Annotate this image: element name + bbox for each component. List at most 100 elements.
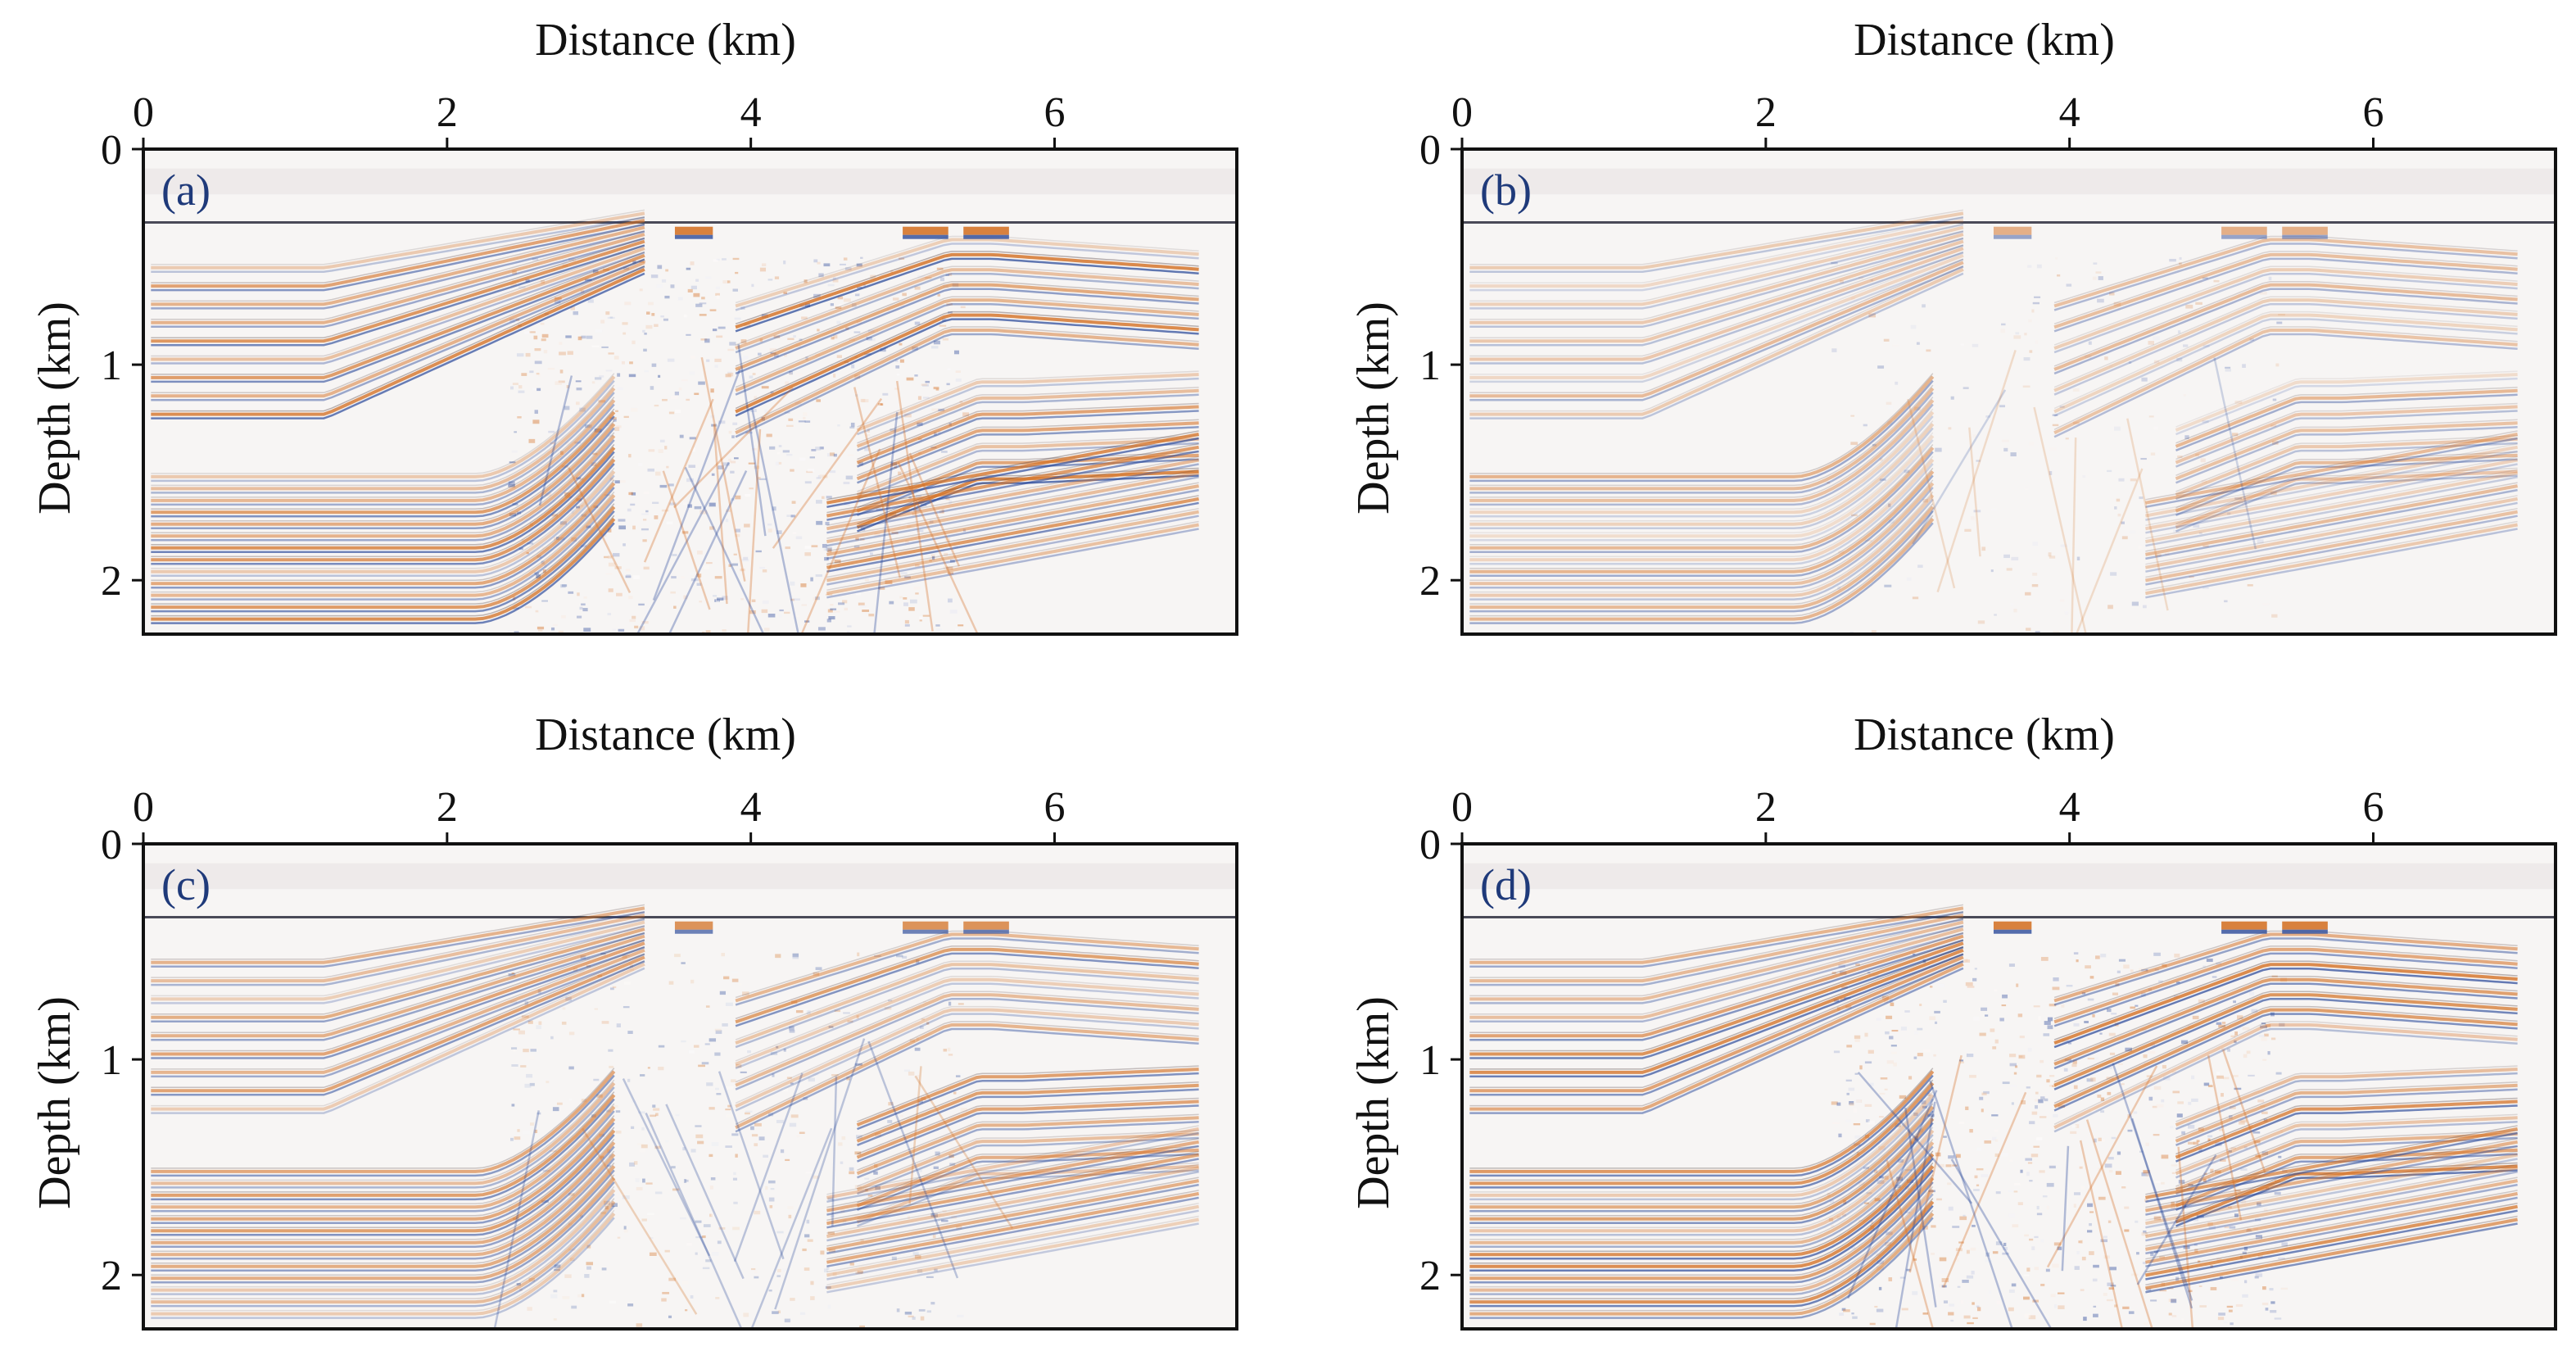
reflector-edge xyxy=(1469,1186,1934,1288)
noise-speck xyxy=(2151,1075,2157,1078)
noise-speck xyxy=(2234,401,2243,404)
salt-top-highlight xyxy=(963,226,1009,235)
diffraction-event xyxy=(853,387,901,578)
noise-speck xyxy=(709,1186,713,1190)
noise-speck xyxy=(2012,1224,2019,1228)
noise-speck xyxy=(640,1074,645,1077)
noise-speck xyxy=(2265,1308,2269,1311)
reflector-peak xyxy=(2175,469,2518,529)
noise-speck xyxy=(616,592,622,596)
noise-speck xyxy=(2108,1287,2115,1290)
noise-speck xyxy=(941,509,944,514)
diffraction-event xyxy=(895,380,934,632)
noise-speck xyxy=(683,502,687,505)
reflector-trough xyxy=(2175,377,2518,436)
noise-speck xyxy=(1877,1180,1885,1184)
noise-speck xyxy=(2049,1075,2055,1077)
reflector-trough xyxy=(2145,501,2518,573)
diffraction-event xyxy=(897,461,979,634)
reflector-edge xyxy=(2145,1176,2518,1247)
noise-speck xyxy=(904,413,912,418)
reflector-edge xyxy=(2175,402,2518,460)
noise-speck xyxy=(1896,1176,1904,1181)
reflector-edge xyxy=(1469,1103,1934,1205)
reflector-trough xyxy=(2145,1183,2518,1255)
noise-speck xyxy=(2275,1169,2279,1174)
noise-speck xyxy=(600,953,606,955)
noise-speck xyxy=(745,493,751,497)
noise-speck xyxy=(631,492,636,496)
reflector-trough xyxy=(2053,318,2518,417)
salt-top-highlight xyxy=(903,226,948,235)
reflector-peak xyxy=(151,233,645,324)
noise-speck xyxy=(568,258,577,262)
noise-speck xyxy=(626,574,632,578)
noise-speck xyxy=(914,286,921,290)
noise-speck xyxy=(682,1147,686,1151)
noise-speck xyxy=(706,359,710,362)
noise-speck xyxy=(789,1122,797,1127)
noise-speck xyxy=(1960,1299,1963,1304)
noise-speck xyxy=(827,283,835,287)
noise-speck xyxy=(843,257,848,261)
reflector-peak xyxy=(151,470,616,573)
noise-speck xyxy=(641,1218,647,1222)
noise-speck xyxy=(729,342,736,346)
noise-speck xyxy=(960,306,966,309)
noise-speck xyxy=(831,1074,839,1077)
reflector-trough xyxy=(857,393,1199,451)
noise-speck xyxy=(2097,298,2104,303)
noise-speck xyxy=(1831,261,1838,265)
reflector-trough xyxy=(1469,265,1964,401)
noise-speck xyxy=(541,600,548,602)
noise-speck xyxy=(636,1186,643,1190)
diffraction-event xyxy=(750,1127,833,1329)
noise-speck xyxy=(896,954,903,958)
reflector-edge xyxy=(151,432,615,534)
reflector-peak xyxy=(1469,253,1964,379)
reflector-edge xyxy=(1469,373,1934,474)
noise-speck xyxy=(2053,1242,2062,1246)
noise-speck xyxy=(868,338,876,342)
noise-speck xyxy=(579,606,583,610)
reflector-peak xyxy=(856,388,1199,448)
noise-speck xyxy=(718,1226,726,1230)
noise-speck xyxy=(618,628,625,632)
noise-speck xyxy=(2128,361,2132,364)
diffraction-event xyxy=(2075,468,2144,634)
reflector-edge xyxy=(735,960,1199,1040)
surface-band xyxy=(1462,168,2556,195)
noise-speck xyxy=(856,263,862,267)
noise-speck xyxy=(2191,1075,2195,1080)
reflector-trough xyxy=(2053,243,2518,311)
reflector-edge xyxy=(151,925,645,1015)
noise-speck xyxy=(2038,1016,2041,1021)
noise-speck xyxy=(2270,1309,2277,1313)
noise-speck xyxy=(2234,1087,2242,1090)
noise-speck xyxy=(786,454,793,456)
noise-speck xyxy=(2072,1059,2077,1064)
reflector-peak xyxy=(2145,433,2518,505)
noise-speck xyxy=(827,609,833,613)
noise-speck xyxy=(2153,1134,2160,1136)
noise-speck xyxy=(2221,1022,2226,1024)
reflector-edge xyxy=(2145,495,2518,565)
reflector-trough xyxy=(1469,498,1934,601)
reflector-peak xyxy=(1469,247,1964,361)
reflector-trough xyxy=(1469,911,1964,968)
noise-speck xyxy=(2278,314,2285,316)
noise-speck xyxy=(2028,1315,2036,1320)
noise-speck xyxy=(784,411,790,414)
noise-speck xyxy=(673,605,677,609)
noise-speck xyxy=(2188,1184,2193,1186)
reflector-peak xyxy=(826,445,1199,518)
noise-speck xyxy=(2111,1013,2117,1015)
reflector-trough xyxy=(151,1193,615,1295)
noise-speck xyxy=(553,537,557,542)
noise-speck xyxy=(2103,1255,2110,1259)
noise-speck xyxy=(786,1077,792,1079)
noise-speck xyxy=(512,1199,515,1204)
noise-speck xyxy=(1886,1060,1895,1064)
noise-speck xyxy=(2234,1031,2239,1036)
diffraction-event xyxy=(668,470,748,634)
